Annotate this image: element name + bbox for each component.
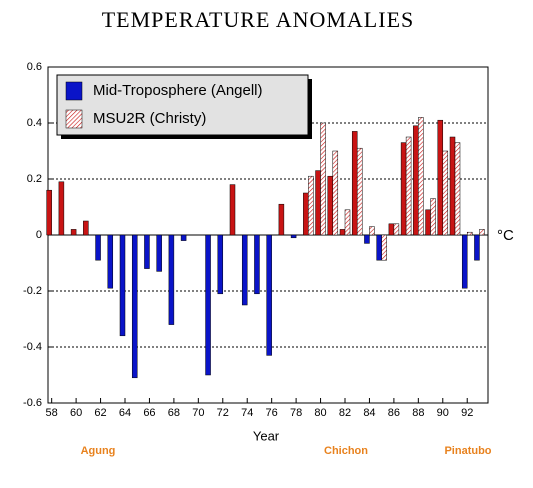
y-unit: °C <box>497 227 514 244</box>
bar <box>356 147 363 236</box>
bar <box>278 203 285 236</box>
bar <box>320 122 326 236</box>
bar <box>479 229 485 236</box>
bar <box>70 229 77 236</box>
bar <box>229 184 236 236</box>
bar <box>168 234 175 325</box>
bar <box>388 223 395 236</box>
bar <box>351 131 358 236</box>
x-tick-label: 80 <box>314 407 326 419</box>
x-tick-label: 84 <box>363 407 375 419</box>
x-tick-label: 78 <box>290 407 302 419</box>
bar <box>180 234 187 241</box>
bar <box>474 234 480 261</box>
bar <box>339 229 346 236</box>
bar <box>119 234 126 337</box>
bar <box>418 117 424 236</box>
annotation: Pinatubo <box>444 445 491 457</box>
x-tick-label: 64 <box>119 407 131 419</box>
bar <box>217 234 224 295</box>
y-tick-label: 0.4 <box>27 117 42 129</box>
x-tick-label: 74 <box>241 407 253 419</box>
bar <box>95 234 101 261</box>
bar <box>442 150 449 236</box>
x-tick-label: 62 <box>94 407 106 419</box>
bar <box>376 234 382 261</box>
x-tick-label: 66 <box>143 407 155 419</box>
bar <box>430 198 436 236</box>
bar <box>46 189 52 236</box>
x-tick-label: 70 <box>192 407 204 419</box>
bar <box>266 234 272 356</box>
x-tick-label: 88 <box>412 407 424 419</box>
x-tick-label: 68 <box>168 407 180 419</box>
annotation: Agung <box>81 445 116 457</box>
bar <box>449 136 456 236</box>
bar <box>400 142 407 236</box>
x-tick-label: 90 <box>437 407 449 419</box>
legend-swatch <box>65 109 83 129</box>
x-axis-label: Year <box>253 428 280 443</box>
bar <box>413 125 419 236</box>
y-tick-label: 0.6 <box>27 61 42 73</box>
bar <box>425 209 431 236</box>
legend-box <box>56 74 309 136</box>
bar <box>254 234 260 295</box>
x-tick-label: 86 <box>388 407 400 419</box>
bar <box>290 234 297 239</box>
bar <box>156 234 162 272</box>
y-tick-label: 0.2 <box>27 173 42 185</box>
x-tick-label: 82 <box>339 407 351 419</box>
x-tick-label: 60 <box>70 407 82 419</box>
bar <box>58 181 65 236</box>
bar <box>241 234 248 306</box>
bar <box>83 220 89 236</box>
bar <box>364 234 370 244</box>
bar <box>466 231 473 236</box>
bar <box>131 234 138 379</box>
bar <box>107 234 114 289</box>
bar <box>369 226 375 236</box>
bar <box>381 234 387 261</box>
legend-label: Mid-Troposphere (Angell) <box>93 82 263 99</box>
bar <box>205 234 211 376</box>
x-tick-label: 58 <box>46 407 58 419</box>
x-tick-label: 92 <box>461 407 473 419</box>
legend-label: MSU2R (Christy) <box>93 110 206 127</box>
y-tick-label: -0.6 <box>23 397 42 409</box>
bar <box>308 175 314 236</box>
bar <box>393 223 400 236</box>
bar <box>405 136 412 236</box>
y-tick-label: -0.4 <box>23 341 42 353</box>
annotation: Chichon <box>324 445 368 457</box>
bar <box>344 209 351 236</box>
y-tick-label: 0 <box>36 229 42 241</box>
bar <box>315 170 321 236</box>
x-tick-label: 72 <box>217 407 229 419</box>
bar <box>303 192 309 236</box>
bar <box>454 142 461 236</box>
bar <box>437 119 444 236</box>
chart-title: TEMPERATURE ANOMALIES <box>102 7 415 32</box>
bar <box>144 234 150 269</box>
y-tick-label: -0.2 <box>23 285 42 297</box>
x-tick-label: 76 <box>266 407 278 419</box>
legend-swatch <box>65 81 83 101</box>
bar <box>332 150 339 236</box>
bar <box>327 175 334 236</box>
bar <box>461 234 468 289</box>
